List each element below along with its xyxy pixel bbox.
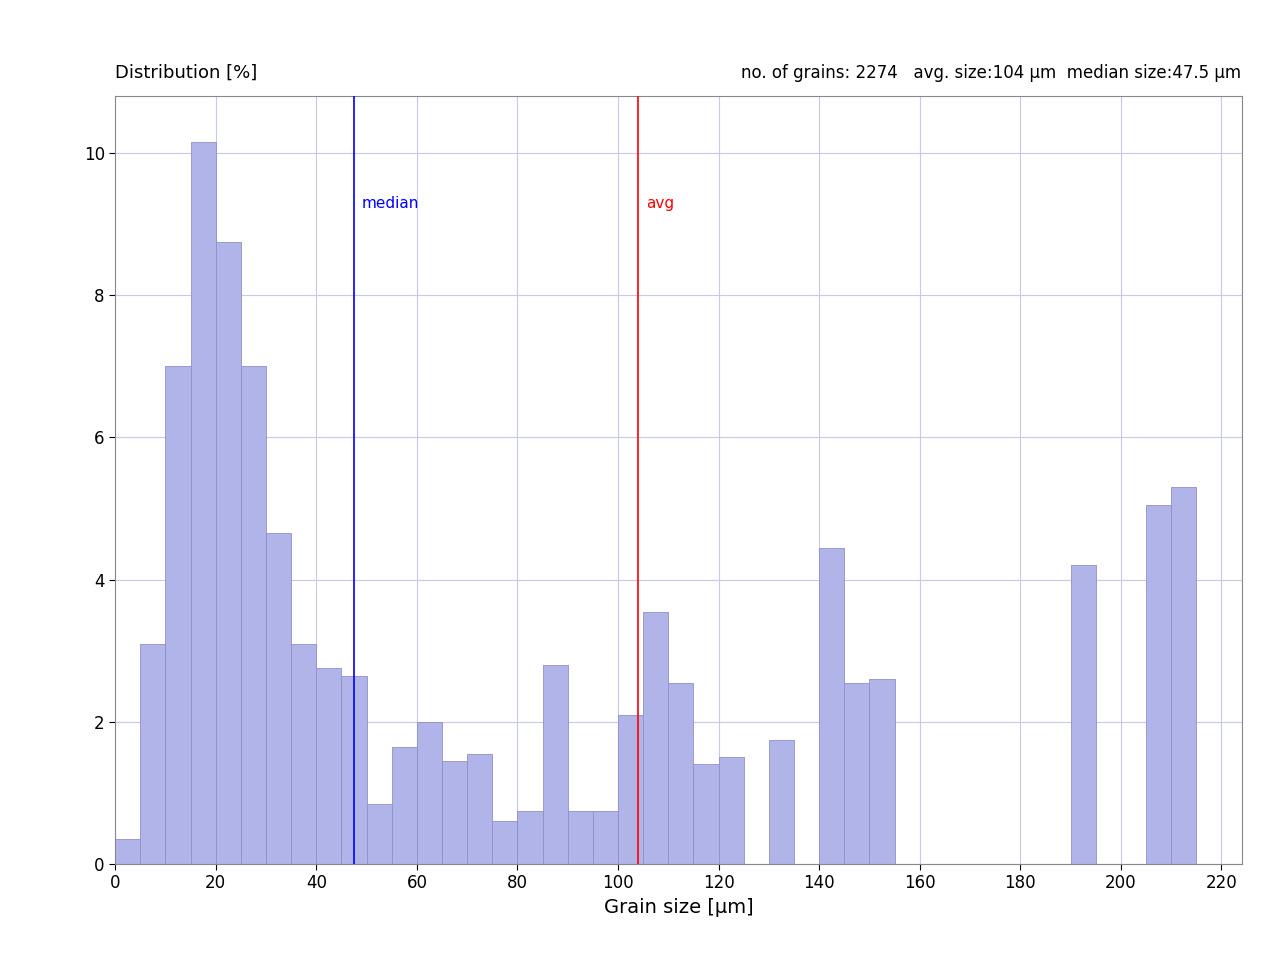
Bar	[568, 810, 593, 864]
Bar	[593, 810, 618, 864]
Text: avg: avg	[645, 196, 673, 210]
Bar	[543, 665, 568, 864]
Bar	[417, 722, 442, 864]
Bar	[517, 810, 543, 864]
Bar	[869, 679, 895, 864]
Bar	[1171, 487, 1197, 864]
Bar	[241, 366, 266, 864]
Bar	[392, 747, 417, 864]
Bar	[769, 739, 794, 864]
Bar	[668, 683, 694, 864]
Bar	[342, 676, 366, 864]
Bar	[618, 714, 643, 864]
Bar	[115, 839, 141, 864]
Bar	[316, 668, 342, 864]
Bar	[191, 142, 216, 864]
Text: Distribution [%]: Distribution [%]	[115, 63, 257, 82]
Bar	[291, 643, 316, 864]
Bar	[1070, 565, 1096, 864]
Bar	[366, 804, 392, 864]
Bar	[266, 534, 291, 864]
Text: median: median	[361, 196, 419, 210]
Bar	[141, 643, 165, 864]
Bar	[819, 547, 845, 864]
Bar	[165, 366, 191, 864]
Bar	[845, 683, 869, 864]
Bar	[467, 754, 493, 864]
Bar	[718, 757, 744, 864]
Text: no. of grains: 2274   avg. size:104 μm  median size:47.5 μm: no. of grains: 2274 avg. size:104 μm med…	[741, 63, 1242, 82]
Bar	[442, 761, 467, 864]
Bar	[493, 822, 517, 864]
Bar	[216, 242, 241, 864]
Bar	[1146, 505, 1171, 864]
Bar	[694, 764, 718, 864]
Bar	[643, 612, 668, 864]
X-axis label: Grain size [μm]: Grain size [μm]	[604, 898, 753, 917]
